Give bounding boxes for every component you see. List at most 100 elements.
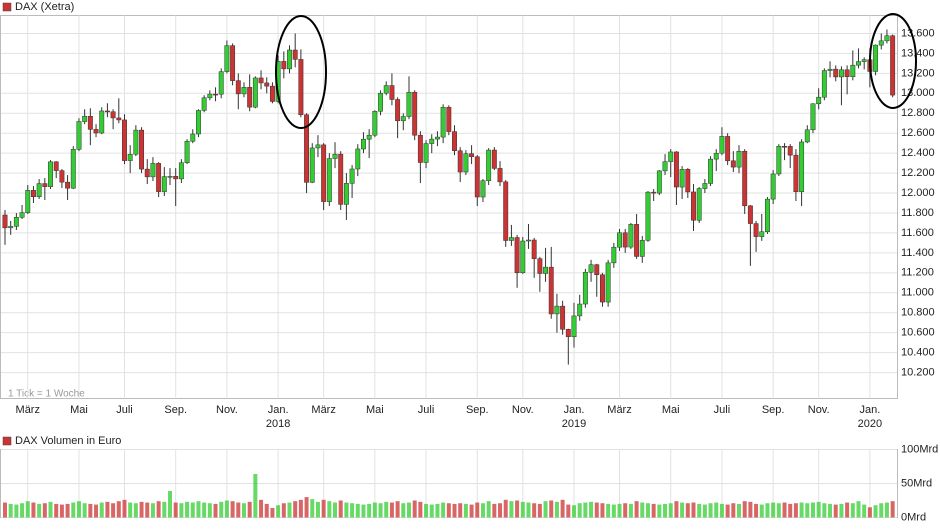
candle-body bbox=[753, 223, 759, 237]
candle-body bbox=[196, 110, 201, 135]
volume-bar bbox=[156, 501, 161, 518]
x-tick-label: Jan. bbox=[564, 404, 585, 416]
volume-bar bbox=[298, 499, 303, 518]
candle-body bbox=[8, 226, 14, 229]
volume-bar bbox=[389, 502, 394, 518]
volume-bar bbox=[509, 501, 514, 518]
candle-body bbox=[269, 85, 275, 102]
chart-title: DAX (Xetra) bbox=[15, 1, 74, 13]
candle-body bbox=[457, 150, 463, 173]
volume-bar bbox=[190, 502, 195, 518]
candle-body bbox=[577, 303, 583, 317]
x-tick-label: Juli bbox=[116, 404, 133, 416]
candle-body bbox=[730, 160, 736, 168]
candle-body bbox=[190, 133, 196, 142]
candle-body bbox=[656, 170, 662, 194]
candle-body bbox=[258, 77, 264, 84]
candle-body bbox=[503, 181, 509, 241]
candle-body bbox=[725, 136, 731, 162]
y-tick-label: 13.200 bbox=[901, 67, 935, 79]
candle-body bbox=[127, 153, 133, 161]
candle-body bbox=[634, 224, 640, 257]
x-tick-label: Sep. bbox=[164, 404, 187, 416]
volume-bar bbox=[207, 503, 212, 518]
candle-body bbox=[469, 153, 475, 157]
y-tick-label: 12.200 bbox=[901, 167, 935, 179]
candle-body bbox=[42, 183, 48, 187]
y-tick-label: 12.000 bbox=[901, 187, 935, 199]
plot-frame bbox=[0, 15, 898, 399]
candle-body bbox=[873, 44, 879, 72]
candle-body bbox=[332, 153, 338, 159]
volume-bar bbox=[867, 507, 872, 518]
candle-body bbox=[383, 85, 389, 94]
volume-bar bbox=[634, 501, 639, 518]
candle-body bbox=[708, 158, 714, 184]
candle-body bbox=[184, 141, 190, 163]
candle-body bbox=[378, 92, 383, 112]
y-tick-label: 10.400 bbox=[901, 347, 935, 359]
volume-bar bbox=[810, 502, 815, 518]
volume-bar bbox=[879, 503, 884, 518]
candle-body bbox=[850, 64, 856, 77]
volume-bar bbox=[515, 500, 520, 518]
volume-bar bbox=[14, 504, 19, 518]
candle-body bbox=[833, 68, 839, 78]
volume-bar bbox=[685, 503, 690, 518]
volume-bar bbox=[577, 503, 582, 518]
volume-bar bbox=[224, 500, 229, 518]
candle-body bbox=[565, 329, 571, 338]
candle-body bbox=[298, 59, 304, 115]
x-tick-label: Nov. bbox=[216, 404, 238, 416]
x-tick-year: 2018 bbox=[266, 418, 290, 430]
volume-bar bbox=[606, 503, 611, 518]
candle-body bbox=[110, 111, 116, 119]
x-tick-label: Juli bbox=[418, 404, 435, 416]
candle-body bbox=[281, 61, 287, 70]
candle-body bbox=[588, 264, 594, 273]
candle-body bbox=[167, 176, 173, 178]
x-tick-label: Mai bbox=[662, 404, 680, 416]
volume-bar bbox=[822, 503, 827, 518]
volume-bar bbox=[759, 504, 764, 518]
volume-bar bbox=[771, 502, 776, 518]
volume-bar bbox=[8, 503, 13, 518]
volume-bar bbox=[173, 502, 178, 518]
volume-bar bbox=[657, 504, 662, 518]
volume-bar bbox=[816, 501, 821, 518]
volume-bar bbox=[139, 501, 144, 518]
x-tick-label: Nov. bbox=[512, 404, 534, 416]
volume-bar bbox=[145, 502, 150, 518]
volume-bar bbox=[264, 503, 269, 518]
volume-bar bbox=[435, 503, 440, 518]
volume-bar bbox=[680, 502, 685, 518]
y-tick-label: 50Mrd bbox=[901, 477, 932, 489]
candle-body bbox=[161, 176, 167, 192]
y-tick-label: 13.000 bbox=[901, 87, 935, 99]
x-tick-label: Sep. bbox=[762, 404, 785, 416]
volume-bar bbox=[731, 503, 736, 518]
candle-body bbox=[116, 117, 122, 121]
volume-bar bbox=[856, 501, 861, 518]
candle-body bbox=[309, 147, 315, 183]
volume-bar bbox=[873, 505, 878, 518]
candle-body bbox=[2, 214, 8, 229]
volume-bar bbox=[327, 501, 332, 518]
y-tick-label: 10.200 bbox=[901, 366, 935, 378]
volume-bar bbox=[890, 501, 895, 518]
candle-body bbox=[787, 146, 793, 156]
volume-bar bbox=[845, 502, 850, 518]
volume-bar bbox=[406, 502, 411, 518]
volume-bar bbox=[412, 500, 417, 518]
volume-bar bbox=[54, 503, 59, 518]
candle-body bbox=[287, 49, 292, 70]
candle-body bbox=[463, 153, 469, 173]
candle-body bbox=[82, 115, 88, 122]
highlight-ellipse bbox=[275, 15, 327, 129]
marks: 10.200 10.400 10.600 10.800 11.000 11.200 11.4… bbox=[1, 15, 938, 523]
volume-bar bbox=[480, 503, 485, 518]
candle-body bbox=[759, 231, 765, 237]
volume-bar bbox=[566, 504, 571, 518]
volume-bar bbox=[532, 503, 537, 518]
